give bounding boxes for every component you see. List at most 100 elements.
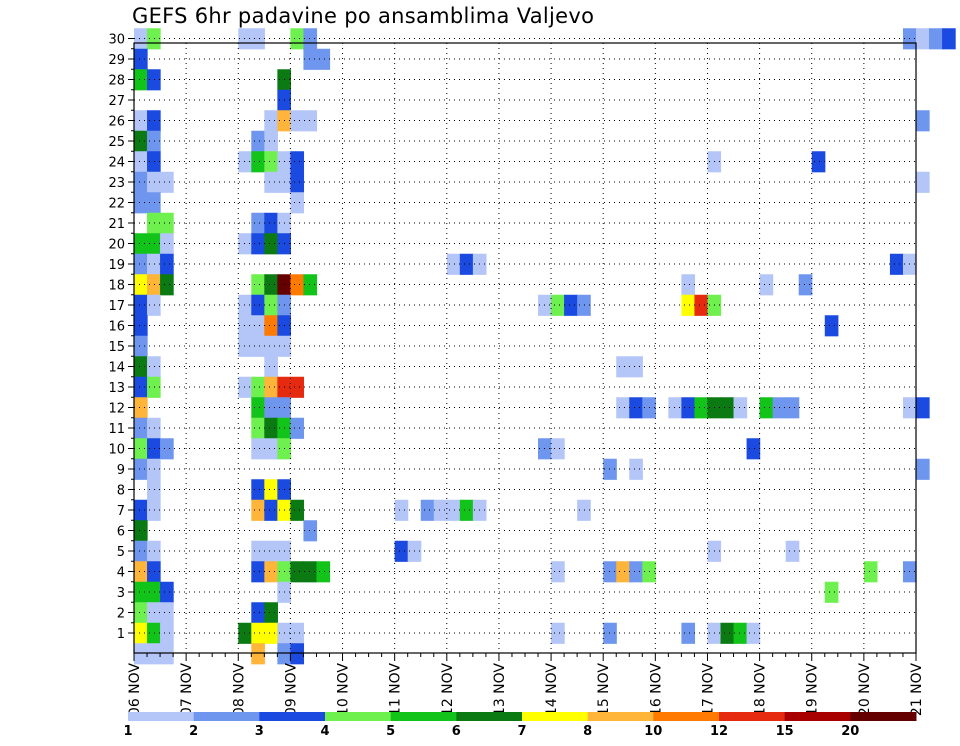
y-tick-label: 15: [108, 340, 125, 355]
colorbar-label: 8: [583, 724, 592, 739]
y-tick-label: 12: [108, 402, 125, 417]
y-tick-label: 30: [108, 33, 125, 48]
heatmap-cell: [694, 397, 709, 419]
y-tick-label: 16: [108, 320, 125, 335]
heatmap-cell: [238, 622, 252, 644]
heatmap-cell: [681, 274, 696, 296]
x-tick-label: 09 NOV: [283, 663, 299, 717]
colorbar-swatch: [193, 712, 260, 721]
y-tick-label: 27: [108, 94, 125, 109]
heatmap-cell: [147, 110, 161, 132]
y-tick-label: 2: [117, 607, 125, 622]
heatmap-cell: [147, 192, 161, 214]
colorbar-swatch: [653, 712, 720, 721]
heatmap-cell: [433, 499, 448, 521]
heatmap-cell: [147, 171, 161, 193]
heatmap-cell: [264, 479, 278, 501]
heatmap-cell: [251, 274, 265, 296]
heatmap-cell: [629, 397, 643, 419]
heatmap-cell: [147, 602, 161, 624]
colorbar-label: 3: [255, 724, 264, 739]
colorbar-swatch: [784, 712, 851, 721]
heatmap-cell: [251, 315, 265, 337]
y-tick-label: 23: [108, 176, 125, 191]
heatmap-cell: [134, 540, 148, 562]
heatmap-cell: [681, 397, 696, 419]
heatmap-cell: [147, 540, 161, 562]
heatmap-cell: [290, 622, 305, 644]
heatmap-cell: [251, 233, 265, 255]
heatmap-cell: [916, 397, 930, 419]
heatmap-cell: [238, 315, 252, 337]
heatmap-cell: [251, 294, 265, 316]
y-tick-label: 28: [108, 74, 125, 89]
colorbar-swatch: [390, 712, 457, 721]
y-tick-label: 5: [117, 545, 125, 560]
heatmap-cell: [303, 110, 318, 132]
heatmap-cell: [134, 417, 148, 439]
heatmap-cell: [134, 397, 148, 419]
x-tick-label: 17 NOV: [701, 663, 717, 717]
heatmap-cell: [264, 110, 278, 132]
y-tick-label: 3: [117, 586, 125, 601]
heatmap-cell: [134, 561, 148, 583]
heatmap-cell: [134, 69, 148, 91]
heatmap-cell: [251, 561, 265, 583]
heatmap-cell: [251, 335, 265, 357]
heatmap-cell: [290, 417, 305, 439]
y-tick-label: 10: [108, 443, 125, 458]
heatmap-cell: [290, 376, 305, 398]
heatmap-cell: [277, 643, 291, 665]
heatmap-cell: [147, 622, 161, 644]
heatmap-cell: [303, 520, 318, 542]
y-tick-label: 21: [108, 217, 125, 232]
heatmap-cell: [459, 253, 474, 275]
y-tick-label: 26: [108, 115, 125, 130]
heatmap-cell: [290, 274, 305, 296]
heatmap-cell: [603, 561, 617, 583]
colorbar-label: 6: [452, 724, 461, 739]
heatmap-cell: [394, 540, 409, 562]
heatmap-cell: [746, 622, 761, 644]
heatmap-cell: [785, 540, 800, 562]
heatmap-cell: [251, 499, 265, 521]
heatmap-cell: [551, 294, 565, 316]
heatmap-cell: [290, 110, 305, 132]
heatmap-cell: [916, 110, 930, 132]
heatmap-cell: [290, 171, 305, 193]
heatmap-cell: [733, 622, 748, 644]
heatmap-cell: [929, 28, 943, 50]
heatmap-cell: [824, 315, 839, 337]
heatmap-cell: [720, 622, 735, 644]
heatmap-cell: [160, 643, 174, 665]
heatmap-cell: [264, 315, 278, 337]
colorbar-label: 10: [644, 724, 662, 739]
colorbar-label: 12: [710, 724, 728, 739]
heatmap-cell: [264, 171, 278, 193]
colorbar-label: 5: [386, 724, 395, 739]
heatmap-cell: [303, 28, 318, 50]
y-tick-label: 8: [117, 484, 125, 499]
heatmap-cell: [147, 294, 161, 316]
heatmap-cell: [264, 233, 278, 255]
heatmap-cell: [238, 151, 252, 173]
heatmap-cell: [251, 397, 265, 419]
heatmap-cell: [160, 581, 174, 603]
heatmap-cell: [147, 130, 161, 152]
heatmap-cell: [746, 438, 761, 460]
heatmap-cell: [147, 417, 161, 439]
y-tick-label: 18: [108, 279, 125, 294]
heatmap-cell: [147, 69, 161, 91]
heatmap-cell: [134, 28, 148, 50]
heatmap-cell: [238, 28, 252, 50]
heatmap-cell: [134, 151, 148, 173]
heatmap-cell: [147, 253, 161, 275]
heatmap-cell: [759, 397, 774, 419]
colorbar-label: 15: [776, 724, 794, 739]
y-tick-label: 25: [108, 135, 125, 150]
heatmap-cell: [577, 499, 591, 521]
heatmap-cell: [264, 130, 278, 152]
x-tick-label: 13 NOV: [492, 663, 508, 717]
heatmap-cell: [603, 622, 617, 644]
y-tick-label: 17: [108, 299, 125, 314]
